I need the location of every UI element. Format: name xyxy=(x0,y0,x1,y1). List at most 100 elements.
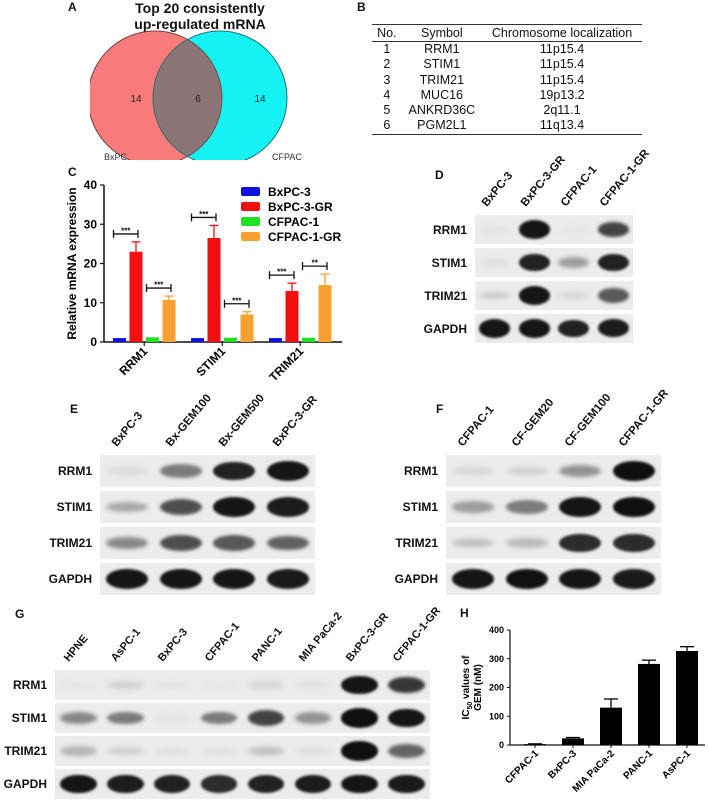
lane-label: MIA PaCa-2 xyxy=(296,610,345,664)
protein-band xyxy=(559,497,602,517)
protein-band xyxy=(213,461,256,481)
gene-table-header: No. Symbol Chromosome localization xyxy=(372,24,642,42)
significance-label: *** xyxy=(121,226,131,235)
bar xyxy=(600,707,622,745)
protein-band xyxy=(597,253,629,272)
gene-table-row: 6 PGM2L1 11q13.4 xyxy=(372,118,642,135)
protein-band xyxy=(559,569,602,589)
protein-band xyxy=(267,461,310,481)
blot-row-label: TRIM21 xyxy=(4,744,47,758)
venn-title-line1: Top 20 consistently xyxy=(135,0,265,16)
protein-band xyxy=(558,319,590,338)
protein-band xyxy=(213,569,256,589)
lane-label: BxPC-3 xyxy=(155,626,191,664)
protein-band xyxy=(267,535,310,551)
protein-band xyxy=(159,464,202,478)
legend-label: CFPAC-1-GR xyxy=(268,230,341,244)
blot-strip xyxy=(446,491,661,523)
protein-band xyxy=(200,681,238,689)
protein-band xyxy=(479,319,511,338)
protein-band xyxy=(451,501,494,513)
row-symbol: TRIM21 xyxy=(419,72,465,87)
y-tick-label: 0 xyxy=(90,335,97,349)
protein-band xyxy=(213,535,256,551)
row-symbol: MUC16 xyxy=(420,87,464,102)
protein-band xyxy=(60,774,97,794)
protein-band xyxy=(613,496,656,518)
protein-band xyxy=(613,460,656,482)
protein-band xyxy=(479,226,511,233)
venn-left-name: BxPC xyxy=(104,152,128,160)
bar xyxy=(638,663,660,745)
legend-swatch xyxy=(241,217,260,226)
bar xyxy=(240,314,254,342)
protein-band xyxy=(200,711,238,725)
protein-band xyxy=(105,536,148,550)
protein-band xyxy=(518,286,550,305)
blot-row-label: TRIM21 xyxy=(49,536,92,550)
row-no: 6 xyxy=(372,118,402,135)
protein-band xyxy=(60,746,97,756)
lane-label: CFPAC-1-GR xyxy=(616,387,672,449)
protein-band xyxy=(505,538,548,548)
row-chromosome: 2q11.1 xyxy=(543,103,581,118)
bar xyxy=(129,251,143,342)
bar xyxy=(269,338,282,342)
gene-table-row: 2 STIM1 11p15.4 xyxy=(372,57,642,72)
blot-strip xyxy=(475,215,633,244)
protein-band xyxy=(107,711,144,725)
protein-band xyxy=(341,675,378,695)
legend-swatch xyxy=(241,232,260,241)
legend-swatch xyxy=(241,202,260,211)
protein-band xyxy=(597,288,629,303)
protein-band xyxy=(200,747,238,755)
legend-label: CFPAC-1 xyxy=(268,215,319,229)
protein-band xyxy=(105,467,148,475)
row-symbol: ANKRD36C xyxy=(408,103,476,118)
row-chromosome: 11q13.4 xyxy=(482,118,642,135)
protein-band xyxy=(597,319,629,338)
protein-band xyxy=(518,253,550,272)
x-tick-label: TRIM21 xyxy=(266,344,306,384)
bar xyxy=(162,300,176,342)
protein-band xyxy=(159,569,202,589)
protein-band xyxy=(613,533,656,553)
bar xyxy=(207,237,221,342)
protein-band xyxy=(60,681,97,689)
row-symbol: PGM2L1 xyxy=(401,118,483,135)
lane-label: BxPC-3 xyxy=(479,169,516,209)
blot-strip xyxy=(446,455,661,487)
venn-left-count: 14 xyxy=(130,94,142,105)
protein-band xyxy=(107,681,144,689)
protein-band xyxy=(267,497,310,517)
gene-table-row: 1 RRM1 11p15.4 xyxy=(372,42,642,58)
blot-strip xyxy=(55,769,430,799)
protein-band xyxy=(60,711,97,725)
protein-band xyxy=(153,774,191,794)
protein-band xyxy=(294,712,332,724)
bar xyxy=(318,285,332,342)
gene-table: No. Symbol Chromosome localization 1 RRM1… xyxy=(372,24,642,135)
row-symbol: RRM1 xyxy=(424,42,460,56)
y-tick-label: 400 xyxy=(489,625,504,635)
protein-band xyxy=(518,220,550,239)
y-axis-label-line2: GEM (nM) xyxy=(473,664,484,711)
bar xyxy=(285,290,299,342)
blot-strip xyxy=(475,248,633,277)
protein-band xyxy=(107,747,144,755)
blot-strip xyxy=(446,527,661,559)
panel-e-label: E xyxy=(70,402,79,416)
protein-band xyxy=(294,747,332,755)
protein-band xyxy=(341,774,378,794)
lane-label: BxPC-3 xyxy=(109,409,146,449)
bar xyxy=(224,337,237,342)
panel-h-label: H xyxy=(460,606,469,620)
blot-strip xyxy=(100,455,315,487)
blot-row-label: STIM1 xyxy=(402,500,438,514)
lane-label: CFPAC-1-GR xyxy=(598,147,653,209)
protein-band xyxy=(294,774,332,794)
blot-row-label: STIM1 xyxy=(431,255,467,270)
protein-band xyxy=(200,775,238,793)
blot-row-label: RRM1 xyxy=(12,678,47,692)
